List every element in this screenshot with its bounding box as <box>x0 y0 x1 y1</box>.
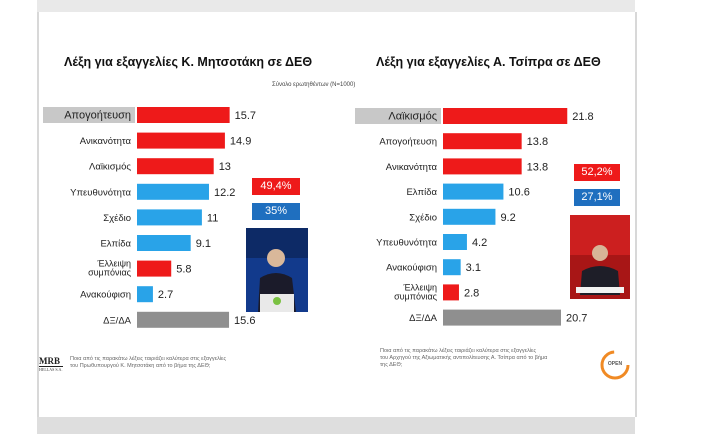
category-label: Λαϊκισμός <box>89 162 131 173</box>
survey-note: Σύνολο ερωτηθέντων (N=1000) <box>272 82 356 88</box>
category-label: ΔΞ/ΔΑ <box>409 313 438 324</box>
left-positive-total-badge: 35% <box>252 203 300 220</box>
right-negative-total-badge: 52,2% <box>574 164 620 181</box>
value-label: 13.8 <box>527 136 548 148</box>
bar <box>137 183 209 200</box>
left-chart-title: Λέξη για εξαγγελίες Κ. Μητσοτάκη σε ΔΕΘ <box>64 55 313 69</box>
value-label: 4.2 <box>472 237 487 249</box>
category-label: Λαϊκισμός <box>388 111 437 123</box>
bar <box>137 107 230 123</box>
category-label: Ελπίδα <box>406 187 437 198</box>
value-label: 5.8 <box>176 264 191 276</box>
top-strip <box>37 0 635 12</box>
bar <box>137 286 153 303</box>
mrb-logo-subtext: HELLAS S.A. <box>39 367 63 372</box>
highlighted-label-box <box>355 108 441 124</box>
category-label: Ανακούφιση <box>386 263 437 274</box>
left-footnote-line2: του Πρωθυπουργού Κ. Μητσοτάκη από το βήμ… <box>70 363 211 369</box>
mrb-logo: MRB HELLAS S.A. <box>39 356 63 372</box>
right-footnote-line2: του Αρχηγού της Αξιωματικής αντιπολίτευσ… <box>380 355 548 361</box>
bar <box>443 158 522 175</box>
category-label: Απογοήτευση <box>64 110 131 122</box>
value-label: 15.6 <box>234 315 255 327</box>
category-label: Ανικανότητα <box>386 162 438 173</box>
open-channel-logo: OPEN <box>598 348 632 382</box>
category-label: συμπόνιας <box>394 291 438 301</box>
value-label: 13 <box>219 161 231 173</box>
category-label: συμπόνιας <box>88 268 132 278</box>
category-label: Απογοήτευση <box>379 137 437 148</box>
bar <box>137 209 202 226</box>
bar <box>443 259 461 276</box>
bar <box>137 235 191 251</box>
bar <box>443 108 568 124</box>
category-label: Σχέδιο <box>409 212 437 223</box>
value-label: 9.2 <box>500 212 515 224</box>
bar <box>443 309 561 326</box>
bar <box>137 158 214 175</box>
bar <box>443 208 496 225</box>
value-label: 9.1 <box>196 238 211 250</box>
left-question-footnote: Ποια από τις παρακάτω λέξεις ταιριάζει κ… <box>70 356 300 370</box>
speaker-photo-right <box>570 215 630 299</box>
category-label: Ανακούφιση <box>80 290 131 301</box>
bar <box>137 260 172 277</box>
bar <box>443 234 467 250</box>
value-label: 2.8 <box>464 287 479 299</box>
category-label: Έλλειψη <box>97 259 132 269</box>
open-logo-text: OPEN <box>607 361 623 367</box>
bar <box>443 133 522 150</box>
value-label: 20.7 <box>566 313 587 325</box>
value-label: 10.6 <box>508 187 529 199</box>
speaker-photo-left <box>246 228 308 312</box>
highlighted-label-box <box>43 107 135 123</box>
bar <box>443 284 459 301</box>
bottom-band <box>37 417 635 434</box>
left-negative-total-badge: 49,4% <box>252 178 300 195</box>
right-question-footnote: Ποια από τις παρακάτω λέξεις ταιριάζει κ… <box>380 348 595 369</box>
category-label: Έλλειψη <box>403 282 438 292</box>
value-label: 21.8 <box>572 111 593 123</box>
face-shape <box>267 249 285 267</box>
value-label: 2.7 <box>158 289 173 301</box>
bar <box>137 132 225 149</box>
right-chart-title: Λέξη για εξαγγελίες Α. Τσίπρα σε ΔΕΘ <box>376 55 601 69</box>
category-label: Υπευθυνότητα <box>376 238 437 249</box>
right-footnote-line1: Ποια από τις παρακάτω λέξεις ταιριάζει κ… <box>380 348 537 354</box>
value-label: 14.9 <box>230 136 251 148</box>
bar <box>137 311 230 328</box>
category-label: ΔΞ/ΔΑ <box>103 315 132 326</box>
mrb-logo-text: MRB <box>39 356 63 367</box>
bar <box>443 183 504 200</box>
right-footnote-line3: της ΔΕΘ; <box>380 362 403 368</box>
value-label: 3.1 <box>466 262 481 274</box>
left-footnote-line1: Ποια από τις παρακάτω λέξεις ταιριάζει κ… <box>70 356 227 362</box>
category-label: Σχέδιο <box>103 213 131 224</box>
category-label: Υπευθυνότητα <box>70 187 131 198</box>
value-label: 13.8 <box>527 161 548 173</box>
category-label: Ανικανότητα <box>80 136 132 147</box>
right-positive-total-badge: 27,1% <box>574 189 620 206</box>
category-label: Ελπίδα <box>100 239 131 250</box>
value-label: 12.2 <box>214 187 235 199</box>
value-label: 15.7 <box>235 110 256 122</box>
value-label: 11 <box>207 212 218 224</box>
